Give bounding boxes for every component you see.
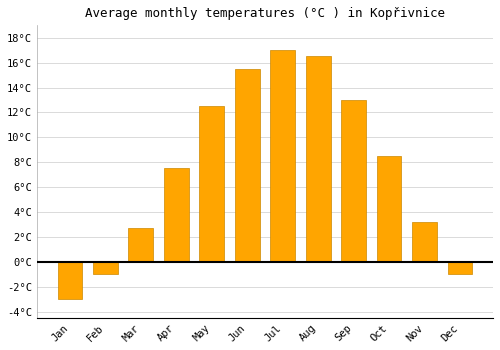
- Bar: [235, 69, 260, 262]
- Bar: [341, 100, 366, 262]
- Bar: [306, 56, 330, 262]
- Bar: [412, 222, 437, 262]
- Bar: [376, 156, 402, 262]
- Title: Average monthly temperatures (°C ) in Kopřivnice: Average monthly temperatures (°C ) in Ko…: [85, 7, 445, 20]
- Bar: [164, 168, 188, 262]
- Bar: [448, 262, 472, 274]
- Bar: [58, 262, 82, 299]
- Bar: [200, 106, 224, 262]
- Bar: [93, 262, 118, 274]
- Bar: [270, 50, 295, 262]
- Bar: [128, 228, 154, 262]
